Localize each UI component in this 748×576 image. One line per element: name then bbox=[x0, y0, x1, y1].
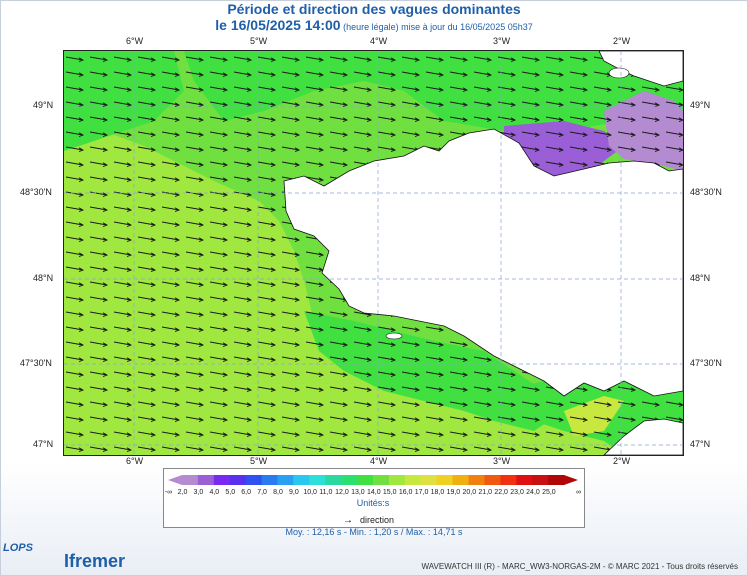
legend-swatch bbox=[197, 475, 215, 485]
legend-label: 20,0 bbox=[462, 489, 477, 496]
direction-arrow-icon: → bbox=[343, 515, 353, 526]
legend-arrow-left bbox=[168, 475, 182, 485]
lon-label-top-6w: 6°W bbox=[126, 36, 144, 46]
lon-label-bottom-6w: 6°W bbox=[126, 456, 144, 466]
legend-swatch bbox=[277, 475, 294, 485]
legend-label: 5,0 bbox=[225, 489, 236, 496]
lon-label-bottom-5w: 5°W bbox=[250, 456, 268, 466]
lat-label-right-48-30n: 48°30'N bbox=[690, 187, 722, 197]
legend-arrow-right bbox=[564, 475, 578, 485]
lon-label-bottom-3w: 3°W bbox=[493, 456, 511, 466]
lat-label-right-47-30n: 47°30'N bbox=[690, 358, 722, 368]
legend-swatch bbox=[229, 475, 247, 485]
legend-label: 17,0 bbox=[414, 489, 429, 496]
lops-logo: LOPS bbox=[3, 542, 33, 554]
lat-label-left-48n: 48°N bbox=[33, 273, 54, 283]
land-normandy bbox=[598, 51, 683, 87]
legend-swatch bbox=[182, 475, 199, 485]
legend-swatch bbox=[420, 475, 438, 485]
lat-label-left-49n: 49°N bbox=[33, 100, 54, 110]
direction-label: direction bbox=[360, 515, 395, 525]
legend-label: 11,0 bbox=[319, 489, 333, 496]
legend-swatch bbox=[452, 475, 469, 485]
legend-swatch bbox=[325, 475, 342, 485]
island-jersey bbox=[608, 67, 630, 79]
legend-label: 23,0 bbox=[510, 489, 524, 496]
legend-units: Unités:s bbox=[356, 498, 390, 508]
legend-swatch bbox=[245, 475, 263, 485]
legend-swatch bbox=[373, 475, 390, 485]
legend-label: 3,0 bbox=[193, 489, 204, 496]
legend-label: 15,0 bbox=[382, 489, 397, 496]
lon-label-top-5w: 5°W bbox=[250, 36, 268, 46]
lat-label-right-47n: 47°N bbox=[690, 439, 711, 449]
legend-swatch bbox=[500, 475, 517, 485]
legend-label: 2,0 bbox=[177, 489, 188, 496]
land-vendee bbox=[603, 418, 683, 455]
legend-swatch bbox=[309, 475, 326, 485]
forecast-date: le 16/05/2025 14:00 bbox=[215, 17, 341, 33]
legend-label: 19,0 bbox=[446, 489, 461, 496]
lat-label-right-49n: 49°N bbox=[690, 100, 711, 110]
legend-swatch bbox=[436, 475, 454, 485]
legend-label: 16,0 bbox=[398, 489, 413, 496]
page-subtitle: le 16/05/2025 14:00 (heure légale) mise … bbox=[0, 17, 748, 33]
legend-label: 12,0 bbox=[335, 489, 349, 496]
lon-label-top-2w: 2°W bbox=[613, 36, 631, 46]
legend-swatch bbox=[293, 475, 310, 485]
copyright: WAVEWATCH III (R) - MARC_WW3-NORGAS-2M -… bbox=[421, 562, 738, 571]
legend-swatch bbox=[388, 475, 406, 485]
wave-map[interactable] bbox=[63, 50, 684, 456]
legend-label: 10,0 bbox=[303, 489, 317, 496]
legend-swatch bbox=[213, 475, 231, 485]
legend-swatch bbox=[357, 475, 374, 485]
legend-label: 6,0 bbox=[241, 489, 252, 496]
legend-swatch bbox=[261, 475, 278, 485]
legend-swatch bbox=[404, 475, 422, 485]
legend: -∞ 2,0 3,0 4,0 5,0 6,0 7,0 8,0 9,0 10,0 11,0 12,0 13… bbox=[163, 468, 585, 528]
wave-map-svg bbox=[64, 51, 683, 455]
legend-label: 9,0 bbox=[289, 489, 299, 496]
lat-label-left-47-30n: 47°30'N bbox=[20, 358, 52, 368]
legend-label: 18,0 bbox=[430, 489, 445, 496]
legend-swatch bbox=[532, 475, 549, 485]
update-info: (heure légale) mise à jour du 16/05/2025… bbox=[340, 22, 533, 32]
legend-label: 21,0 bbox=[478, 489, 493, 496]
legend-label: 24,0 bbox=[526, 489, 540, 496]
island-belle-ile bbox=[385, 332, 403, 340]
lon-label-bottom-2w: 2°W bbox=[613, 456, 631, 466]
legend-swatch bbox=[468, 475, 485, 485]
legend-label: 4,0 bbox=[209, 489, 220, 496]
lat-label-right-48n: 48°N bbox=[690, 273, 711, 283]
lon-label-bottom-4w: 4°W bbox=[370, 456, 388, 466]
legend-label: 8,0 bbox=[273, 489, 283, 496]
legend-swatch bbox=[341, 475, 358, 485]
land-brittany bbox=[283, 128, 683, 397]
legend-swatch bbox=[516, 475, 533, 485]
legend-label: ∞ bbox=[576, 489, 581, 496]
legend-label: 13,0 bbox=[351, 489, 365, 496]
graticule bbox=[64, 51, 683, 455]
ifremer-logo: Ifremer bbox=[64, 551, 126, 571]
legend-label: 22,0 bbox=[494, 489, 508, 496]
statistics-line: Moy. : 12,16 s - Min. : 1,20 s / Max. : … bbox=[285, 527, 463, 537]
lon-label-top-4w: 4°W bbox=[370, 36, 388, 46]
page-title: Période et direction des vagues dominant… bbox=[227, 1, 521, 17]
legend-swatch bbox=[548, 475, 565, 485]
lat-label-left-48-30n: 48°30'N bbox=[20, 187, 52, 197]
legend-label: 25,0 bbox=[542, 489, 556, 496]
lon-label-top-3w: 3°W bbox=[493, 36, 511, 46]
legend-label: 7,0 bbox=[257, 489, 267, 496]
legend-label: 14,0 bbox=[367, 489, 381, 496]
lat-label-left-47n: 47°N bbox=[33, 439, 54, 449]
legend-swatch bbox=[484, 475, 501, 485]
legend-label: -∞ bbox=[164, 489, 173, 496]
legend-colorbar bbox=[168, 475, 578, 485]
